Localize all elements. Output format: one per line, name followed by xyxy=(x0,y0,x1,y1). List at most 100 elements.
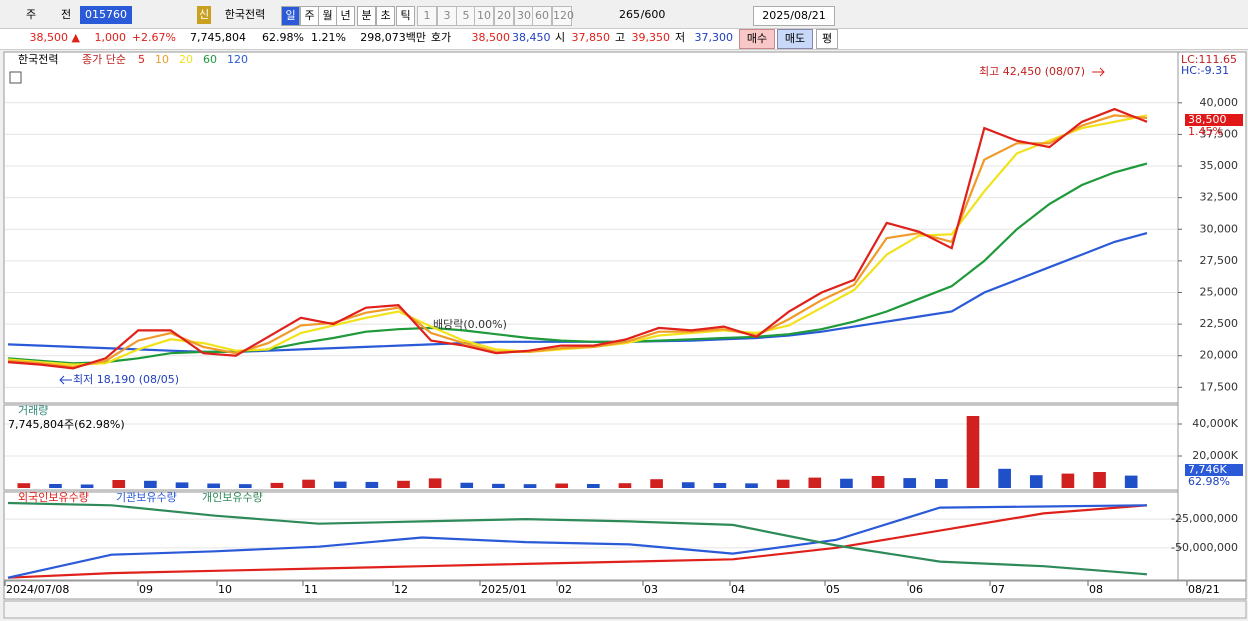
price-panel xyxy=(3,51,1179,404)
volume-bar xyxy=(302,479,315,488)
x-tick-label: 03 xyxy=(644,583,658,596)
volume-bar xyxy=(1124,475,1138,488)
volume-bar xyxy=(112,480,126,488)
period-button[interactable]: 초 xyxy=(376,6,395,26)
volume-bar xyxy=(713,483,727,488)
x-axis-area xyxy=(3,580,1247,600)
series-line xyxy=(7,504,1148,579)
series-line xyxy=(7,504,1148,579)
market-select: 주 xyxy=(25,8,37,21)
quote-buy[interactable]: 매수 xyxy=(739,29,775,49)
y-tick-label: 17,500 xyxy=(1200,380,1239,393)
volume-bar xyxy=(207,483,220,488)
volume-bar xyxy=(523,484,537,488)
series-line xyxy=(7,162,1148,365)
volume-bar xyxy=(397,480,410,488)
y-tick-label: 25,000 xyxy=(1200,286,1239,299)
volume-bar xyxy=(49,484,62,488)
period-button[interactable]: 년 xyxy=(336,6,355,26)
volume-bar xyxy=(776,479,790,488)
quote-avg[interactable]: 평 xyxy=(816,29,838,49)
volume-bar xyxy=(80,484,94,488)
toolbar: 주 전 015760 신 한국전력 일 주 월 년 분 초 틱 1 3 5 10 20 30 60 120 265/60… xyxy=(0,3,1248,27)
volume-bar xyxy=(586,484,600,488)
quote-open: 37,850 xyxy=(571,31,611,44)
high-annotation: 최고 42,450 (08/07) xyxy=(979,65,1085,78)
y-tick-label: 32,500 xyxy=(1200,191,1239,204)
legend-entry: 개인보유수량 xyxy=(202,491,263,504)
last-price: 38,500 xyxy=(1188,113,1227,126)
x-tick-label: 04 xyxy=(731,583,745,596)
volume-bar xyxy=(460,482,474,488)
quote-low: 37,300 xyxy=(694,31,734,44)
volume-bar xyxy=(238,484,252,488)
y-tick-label: -50,000,000 xyxy=(1171,541,1238,554)
series-line xyxy=(7,114,1148,366)
last-volume: 7,746K xyxy=(1188,463,1227,476)
interval-button[interactable]: 10 xyxy=(474,6,494,26)
quote-volume: 7,745,804 xyxy=(190,31,246,44)
volume-bar xyxy=(1093,472,1106,488)
code-input[interactable]: 015760 xyxy=(80,6,132,24)
last-volume-box xyxy=(1185,464,1243,476)
series-line xyxy=(7,501,1148,576)
volume-bar xyxy=(840,478,853,488)
interval-button[interactable]: 30 xyxy=(514,6,534,26)
period-button[interactable]: 월 xyxy=(318,6,337,26)
hc-label: HC:-9.31 xyxy=(1181,64,1229,77)
period-button[interactable]: 틱 xyxy=(396,6,415,26)
volume-bar xyxy=(808,477,822,488)
x-tick-label: 10 xyxy=(218,583,232,596)
volume-bar xyxy=(681,482,695,488)
last-rate: 1.45% xyxy=(1188,125,1223,138)
low-annotation: 최저 18,190 (08/05) xyxy=(73,373,179,386)
panel-title: 한국전력 xyxy=(18,53,58,66)
volume-bar xyxy=(966,416,980,488)
y-tick-label: 40,000 xyxy=(1200,96,1239,109)
interval-button[interactable]: 1 xyxy=(417,6,437,26)
x-tick-label: 09 xyxy=(139,583,153,596)
y-tick-label: 27,500 xyxy=(1200,254,1239,267)
volume-bar xyxy=(17,483,31,488)
y-tick-label: 20,000 xyxy=(1200,349,1239,362)
y-tick-label: 40,000K xyxy=(1192,417,1238,430)
interval-button[interactable]: 60 xyxy=(532,6,552,26)
date-input: 2025/08/21 xyxy=(753,6,835,26)
panel-icon[interactable] xyxy=(9,71,22,84)
period-button[interactable]: 주 xyxy=(300,6,319,26)
legend-entry: 60 xyxy=(203,53,217,66)
interval-button[interactable]: 5 xyxy=(456,6,476,26)
interval-button[interactable]: 3 xyxy=(437,6,457,26)
quote-sell[interactable]: 매도 xyxy=(777,29,813,49)
volume-bar xyxy=(492,483,505,488)
volume-bar xyxy=(1061,473,1075,488)
panel-subtitle: 7,745,804주(62.98%) xyxy=(8,418,125,431)
quote-hoga-label: 호가 xyxy=(430,31,452,44)
x-tick-label: 08/21 xyxy=(1188,583,1220,596)
quote-price: 38,500 ▲ xyxy=(29,31,80,44)
period-button[interactable]: 일 xyxy=(281,6,300,26)
quote-high: 39,350 xyxy=(631,31,671,44)
series-line xyxy=(7,114,1148,369)
volume-bar xyxy=(555,483,569,488)
count-input: 265 xyxy=(619,8,640,21)
x-tick-label: 08 xyxy=(1089,583,1103,596)
x-tick-label: 02 xyxy=(558,583,572,596)
quote-change: 1,000 xyxy=(94,31,127,44)
volume-bar xyxy=(175,482,189,488)
y-axis-area xyxy=(1177,51,1247,581)
scrollbar[interactable] xyxy=(3,600,1247,619)
legend-entry: 10 xyxy=(155,53,169,66)
last-price-box xyxy=(1185,114,1243,126)
legend-entry: 120 xyxy=(227,53,248,66)
code-type: 전 xyxy=(60,8,72,21)
legend-entry: 기관보유수량 xyxy=(116,491,177,504)
interval-button[interactable]: 120 xyxy=(552,6,574,26)
x-tick-label: 2025/01 xyxy=(481,583,527,596)
lc-label: LC:111.65 xyxy=(1181,53,1237,66)
volume-bar xyxy=(333,481,347,488)
interval-button[interactable]: 20 xyxy=(494,6,514,26)
period-button[interactable]: 분 xyxy=(357,6,376,26)
x-tick-label: 2024/07/08 xyxy=(6,583,69,596)
